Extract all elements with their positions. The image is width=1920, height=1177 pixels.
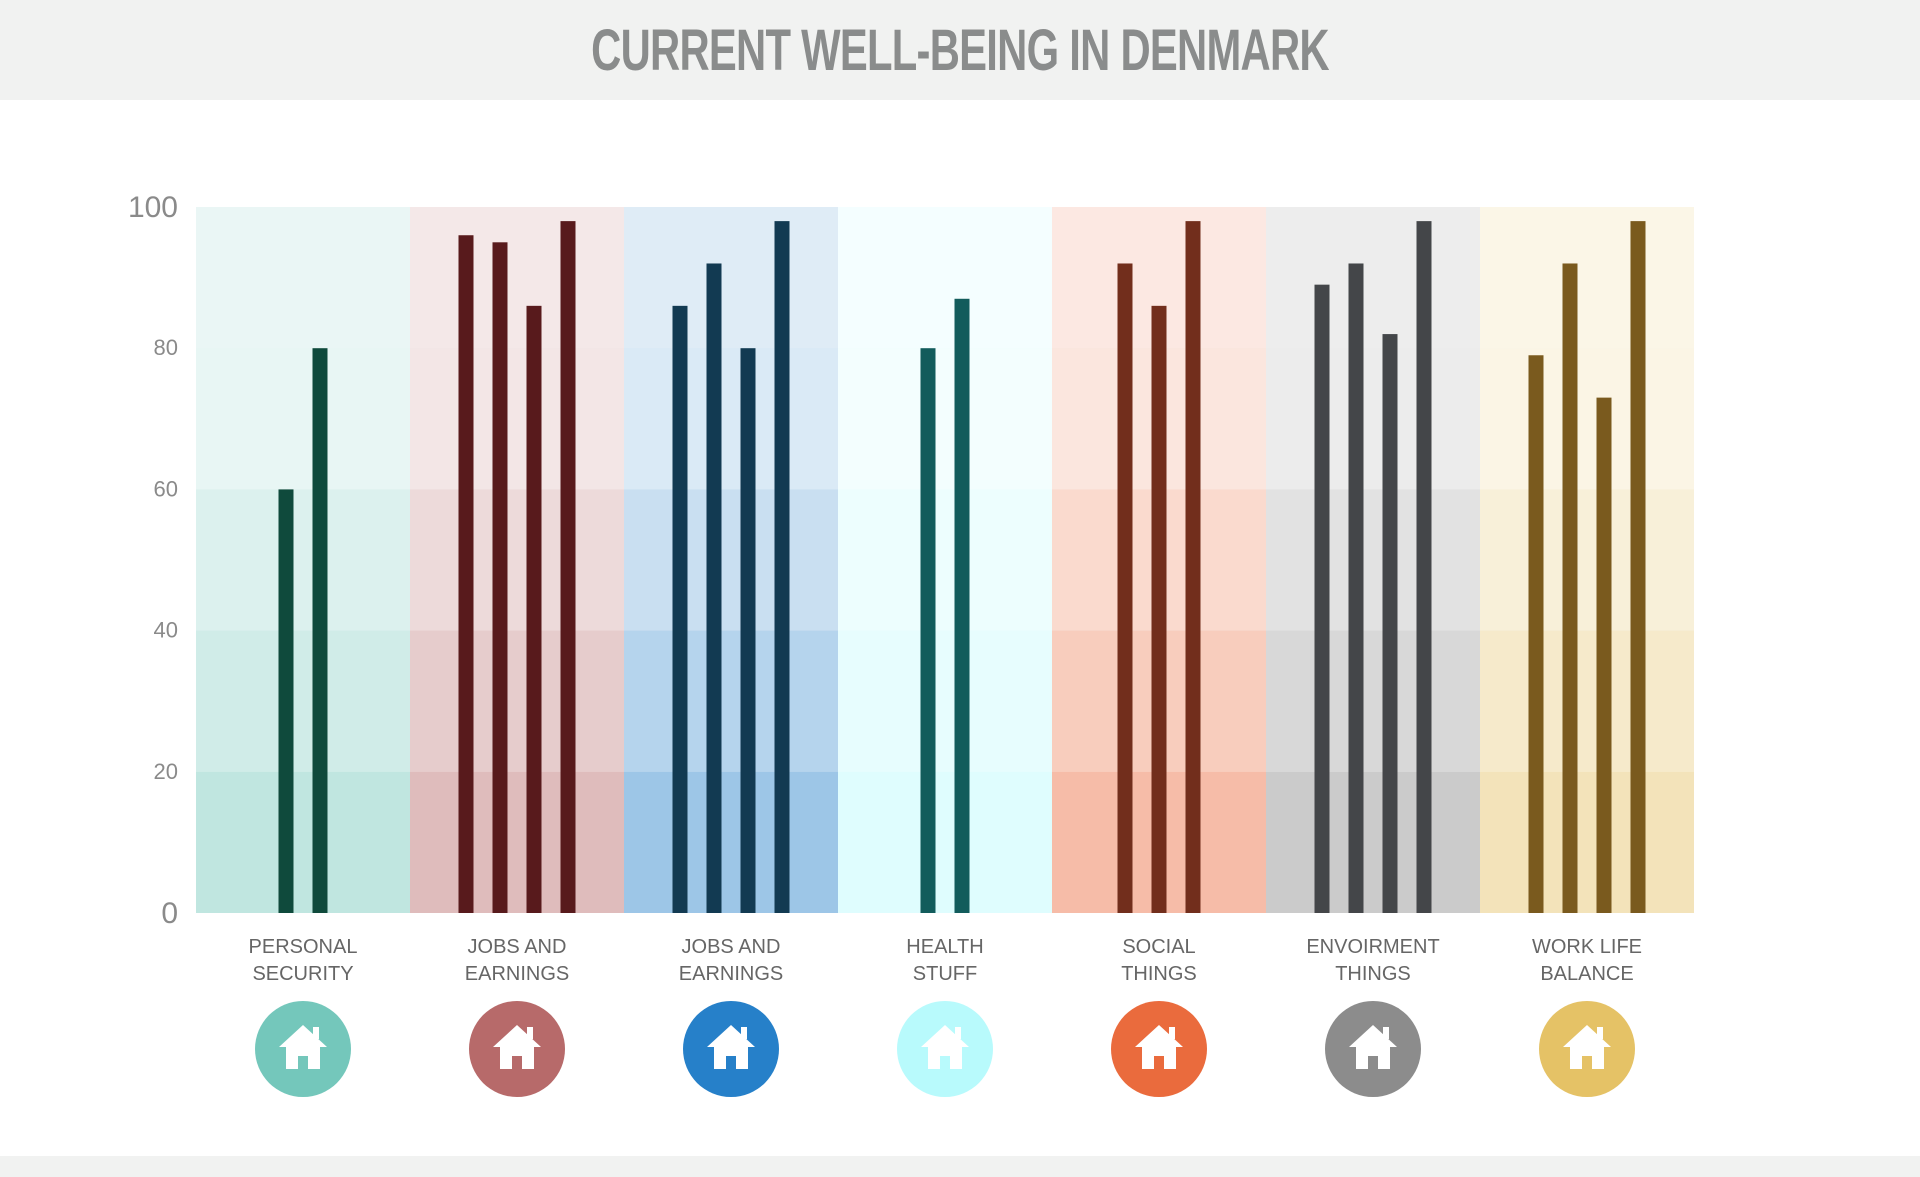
bar	[1117, 263, 1133, 914]
bar	[458, 235, 474, 914]
background-band	[1266, 489, 1480, 631]
background-band	[196, 207, 410, 349]
bar	[1185, 221, 1201, 913]
bar	[1348, 263, 1364, 914]
category-label: WORK LIFE BALANCE	[1532, 936, 1642, 985]
bar	[278, 489, 294, 913]
category-label-line: EARNINGS	[679, 963, 783, 985]
bar	[1630, 221, 1646, 913]
bar	[1528, 355, 1544, 913]
background-band	[1480, 207, 1694, 349]
page-title: CURRENT WELL-BEING IN DENMARK	[591, 17, 1329, 83]
bar	[920, 348, 936, 913]
bar	[1382, 334, 1398, 914]
category-label-line: WORK LIFE	[1532, 936, 1642, 958]
chimney-icon	[1169, 1027, 1175, 1039]
category-label-line: THINGS	[1121, 963, 1197, 985]
background-band	[1266, 771, 1480, 913]
chimney-icon	[527, 1027, 533, 1039]
footer-band	[0, 1156, 1920, 1177]
background-band	[838, 489, 1052, 631]
background-band	[410, 771, 624, 913]
bar	[1596, 397, 1612, 913]
background-band	[624, 207, 838, 349]
y-tick-label: 80	[154, 335, 178, 360]
y-tick-label: 0	[161, 897, 178, 930]
category-label-line: STUFF	[913, 963, 977, 985]
bar	[1416, 221, 1432, 913]
bar	[312, 348, 328, 913]
bar	[526, 305, 542, 914]
category-label-line: BALANCE	[1540, 963, 1633, 985]
bar	[1314, 284, 1330, 913]
background-band	[838, 348, 1052, 490]
y-tick-label: 100	[128, 191, 178, 224]
category-label-line: JOBS AND	[468, 936, 567, 958]
background-band	[624, 489, 838, 631]
category-label-line: SOCIAL	[1122, 936, 1195, 958]
background-band	[838, 771, 1052, 913]
chimney-icon	[955, 1027, 961, 1039]
chimney-icon	[1597, 1027, 1603, 1039]
category-label: PERSONAL SECURITY	[249, 936, 358, 985]
background-band	[410, 489, 624, 631]
background-band	[410, 207, 624, 349]
bar	[492, 242, 508, 914]
chimney-icon	[1383, 1027, 1389, 1039]
background-band	[1266, 348, 1480, 490]
bar	[1151, 305, 1167, 914]
category-label-line: EARNINGS	[465, 963, 569, 985]
category-label-line: SECURITY	[252, 963, 353, 985]
category-label-line: JOBS AND	[682, 936, 781, 958]
background-band	[1480, 630, 1694, 772]
bar	[1562, 263, 1578, 914]
background-band	[196, 489, 410, 631]
category-label-line: PERSONAL	[249, 936, 358, 958]
background-band	[1266, 207, 1480, 349]
background-band	[196, 771, 410, 913]
bar	[706, 263, 722, 914]
bar	[740, 348, 756, 913]
category-label: JOBS AND EARNINGS	[465, 936, 569, 985]
bar	[774, 221, 790, 913]
category-label-line: ENVOIRMENT	[1306, 936, 1439, 958]
category-label: SOCIAL THINGS	[1121, 936, 1197, 985]
background-band	[1480, 207, 1694, 349]
background-band	[1480, 771, 1694, 913]
background-band	[1480, 348, 1694, 490]
category-label: HEALTH STUFF	[906, 936, 983, 985]
bar	[672, 305, 688, 914]
background-band	[624, 348, 838, 490]
y-tick-label: 40	[154, 618, 178, 643]
background-band	[838, 630, 1052, 772]
bar	[560, 221, 576, 913]
background-band	[1266, 207, 1480, 349]
background-band	[1480, 489, 1694, 631]
background-band	[196, 348, 410, 490]
background-band	[196, 207, 410, 349]
background-band	[410, 207, 624, 349]
y-tick-label: 20	[154, 759, 178, 784]
background-band	[624, 630, 838, 772]
background-band	[838, 207, 1052, 349]
background-band	[410, 630, 624, 772]
chimney-icon	[313, 1027, 319, 1039]
background-band	[838, 207, 1052, 349]
category-label-line: THINGS	[1335, 963, 1411, 985]
category-label: ENVOIRMENT THINGS	[1306, 936, 1439, 985]
header-band	[0, 0, 1920, 100]
bar	[954, 298, 970, 913]
background-band	[196, 630, 410, 772]
chimney-icon	[741, 1027, 747, 1039]
background-band	[624, 771, 838, 913]
background-band	[624, 207, 838, 349]
background-band	[1266, 630, 1480, 772]
background-band	[410, 348, 624, 490]
category-label-line: HEALTH	[906, 936, 983, 958]
y-tick-label: 60	[154, 476, 178, 501]
category-label: JOBS AND EARNINGS	[679, 936, 783, 985]
